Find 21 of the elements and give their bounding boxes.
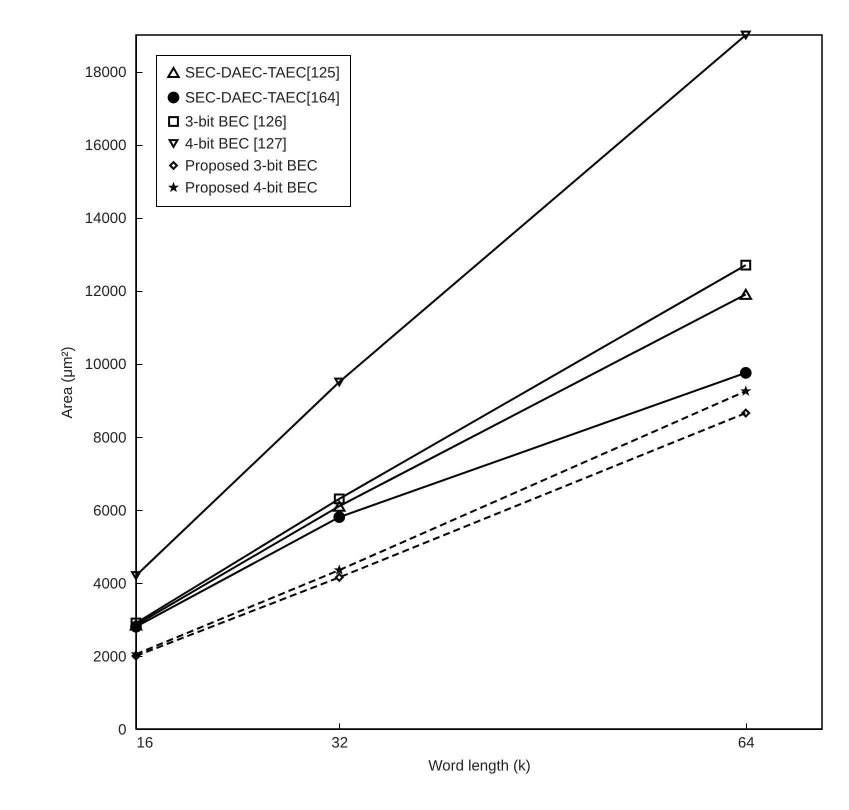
- legend-label: Proposed 3-bit BEC: [185, 158, 318, 174]
- y-tick-label: 8000: [93, 429, 126, 446]
- legend-label: Proposed 4-bit BEC: [185, 180, 318, 196]
- y-tick-label: 16000: [84, 137, 126, 154]
- x-tick-label: 64: [738, 734, 755, 752]
- y-tick-label: 0: [118, 722, 126, 738]
- y-tick-label: 10000: [84, 356, 126, 374]
- legend-label: 4-bit BEC [127]: [185, 136, 287, 152]
- y-tick-label: 4000: [93, 575, 126, 592]
- x-axis-title: Word length (k): [428, 758, 531, 774]
- y-tick-label: 12000: [84, 283, 126, 300]
- y-tick-label: 14000: [84, 210, 126, 228]
- legend-label: SEC-DAEC-TAEC[125]: [185, 64, 340, 82]
- y-tick-label: 6000: [93, 502, 126, 520]
- y-tick-label: 2000: [93, 648, 126, 666]
- y-axis-title: Area (μm²): [58, 346, 76, 418]
- x-tick-label: 16: [136, 734, 154, 752]
- legend-label: SEC-DAEC-TAEC[164]: [185, 90, 340, 106]
- x-tick-label: 32: [331, 734, 348, 752]
- legend-label: 3-bit BEC [126]: [185, 114, 287, 130]
- y-tick-label: 18000: [84, 64, 126, 82]
